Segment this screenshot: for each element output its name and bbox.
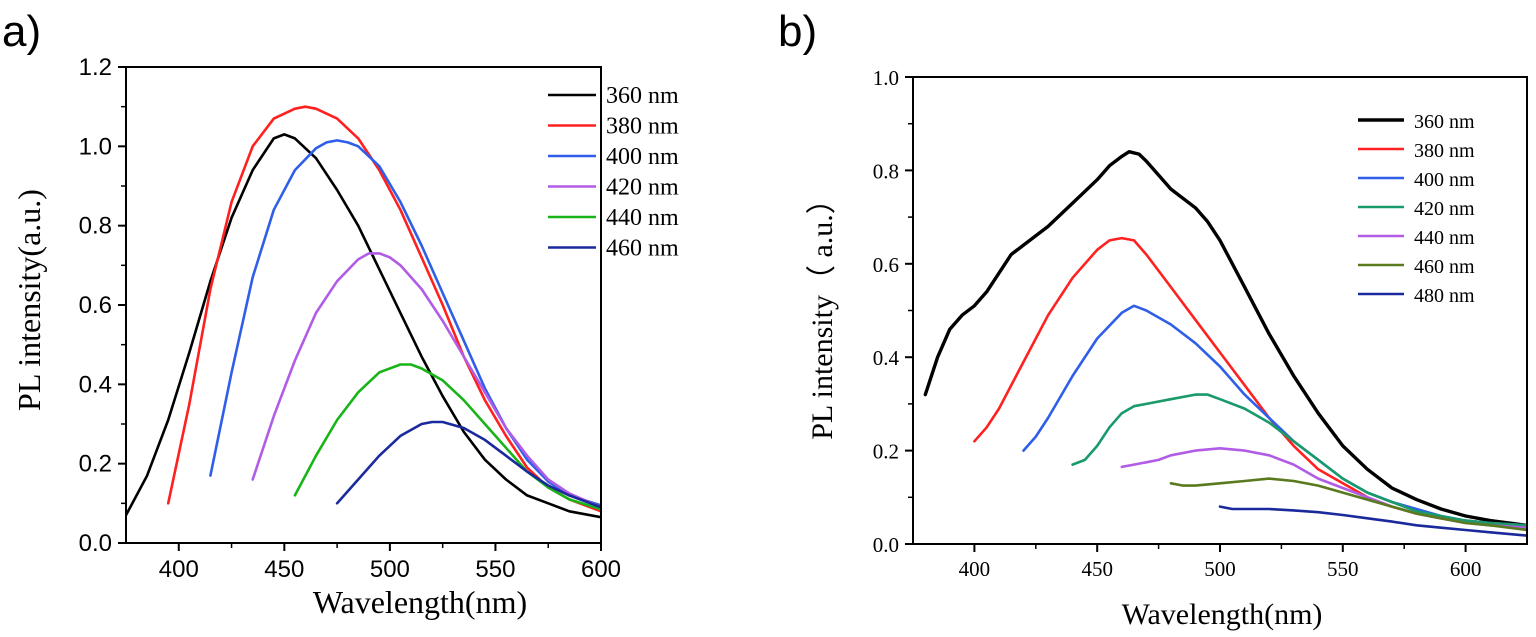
series-line-420-nm: [251, 252, 601, 509]
x-tick-label: 500: [370, 556, 410, 583]
y-tick-label: 0.6: [873, 253, 899, 277]
y-tick-label: 1.0: [79, 133, 112, 160]
panel-label-b: b): [778, 7, 817, 56]
series-line-380-nm: [166, 105, 601, 513]
y-tick-label: 0.2: [79, 451, 112, 478]
x-axis-title-a: Wavelength(nm): [313, 584, 527, 620]
y-tick-label: 0.0: [79, 530, 112, 557]
legend-label: 440 nm: [1414, 227, 1475, 249]
y-axis-title-b: PL intensity（ a.u.）: [806, 184, 839, 440]
series-line-460-nm: [335, 420, 601, 509]
chart-panel-b: b) 400 450 500 550 600 0.0 0.2 0.4 0.6 0.8 1.0 Wav…: [778, 7, 1528, 631]
x-tick-label: 400: [159, 556, 199, 583]
y-tick-label: 0.2: [873, 440, 899, 464]
y-tick-label: 0.6: [79, 292, 112, 319]
legend-label: 420 nm: [606, 175, 679, 201]
y-tick-label: 0.8: [79, 213, 112, 240]
legend-a: 360 nm 380 nm 400 nm 420 nm 440 nm 460 nm: [548, 83, 679, 262]
axis-ticks-b: 400 450 500 550 600 0.0 0.2 0.4 0.6 0.8 1.0: [873, 66, 1482, 581]
y-tick-label: 0.4: [873, 346, 900, 370]
y-tick-label: 0.0: [873, 533, 899, 557]
legend-label: 360 nm: [606, 83, 679, 109]
legend-label: 360 nm: [1414, 111, 1475, 133]
series-line-480-nm: [1218, 505, 1527, 537]
series-line-460-nm: [1169, 477, 1527, 532]
series-line-360-nm: [126, 133, 601, 519]
legend-label: 380 nm: [606, 114, 679, 140]
series-line-380-nm: [973, 236, 1527, 527]
legend-label: 440 nm: [606, 205, 679, 231]
legend-label: 400 nm: [1414, 169, 1475, 191]
legend-label: 460 nm: [606, 236, 679, 262]
series-line-400-nm: [1022, 304, 1527, 527]
y-axis-title-a: PL intensity(a.u.): [11, 189, 47, 411]
x-tick-label: 550: [1327, 557, 1359, 581]
legend-label: 460 nm: [1414, 256, 1475, 278]
x-tick-label: 450: [264, 556, 304, 583]
y-tick-label: 0.8: [873, 159, 899, 183]
x-tick-label: 450: [1081, 557, 1113, 581]
legend-label: 380 nm: [1414, 140, 1475, 162]
series-line-420-nm: [1071, 393, 1527, 527]
x-tick-label: 600: [1450, 557, 1482, 581]
x-tick-label: 550: [475, 556, 515, 583]
y-tick-label: 1.2: [79, 54, 112, 81]
y-tick-label: 0.4: [79, 371, 112, 398]
y-tick-label: 1.0: [873, 66, 899, 90]
series-line-360-nm: [923, 150, 1527, 527]
legend-b: 360 nm 380 nm 400 nm 420 nm 440 nm 460 nm 480 …: [1358, 111, 1475, 307]
x-axis-title-b: Wavelength(nm): [1122, 598, 1323, 631]
series-lines-a: [126, 105, 601, 519]
axis-ticks-a: 400 450 500 550 600 0.0 0.2 0.4 0.6 0.8 1.0 1.2: [79, 54, 621, 583]
chart-panel-a: a) 400 450 500 550 6000.00.20.40.60.81.01.2 …: [2, 7, 679, 620]
x-tick-label: 600: [581, 556, 621, 583]
legend-label: 480 nm: [1414, 285, 1475, 307]
x-tick-label: 500: [1204, 557, 1236, 581]
panel-label-a: a): [2, 7, 41, 56]
x-tick-label: 400: [959, 557, 991, 581]
series-line-400-nm: [209, 139, 601, 507]
legend-label: 400 nm: [606, 144, 679, 170]
legend-label: 420 nm: [1414, 198, 1475, 220]
series-lines-b: [923, 150, 1527, 537]
